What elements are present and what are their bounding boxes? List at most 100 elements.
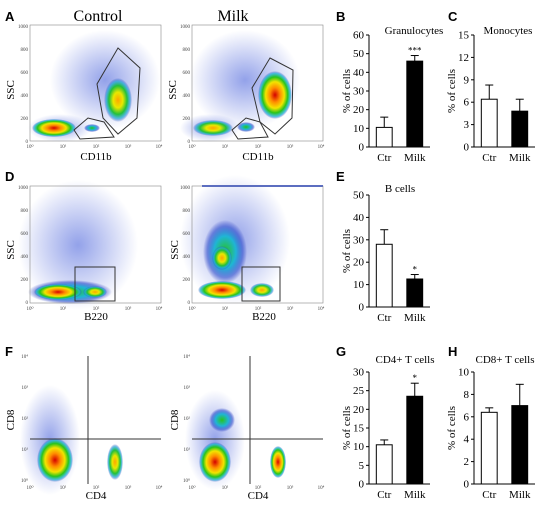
y-tick: 0 [26,301,29,306]
y-axis-label: SSC [5,80,17,100]
b-cell-gate [241,266,281,302]
y-axis-label: SSC [169,240,181,260]
x-tick-label: Ctr [482,489,496,501]
flow-plot-f-control: CD4 CD8 10⁰ 10¹ 10² 10³ 10⁴ 10⁴ 10³ 10² … [5,354,163,502]
bar-chart-cd4-t-cells: CD4+ T cells % of cells 0 5 10 15 20 25 30 Ctr * Mi… [341,354,434,501]
x-tick: 10¹ [222,306,229,312]
event-density [20,385,123,495]
y-axis-label: % of cells [341,229,353,273]
bar-milk [511,405,529,485]
y-axis-label: SSC [5,240,17,260]
y-axis-label: % of cells [446,406,458,450]
y-tick: 0 [188,301,191,306]
event-density [28,30,160,142]
y-tick: 10⁴ [183,354,190,360]
y-tick: 0 [188,140,191,145]
x-axis-label: CD4 [248,490,269,502]
y-axis-label: CD8 [5,409,17,430]
x-tick: 10⁰ [188,306,195,312]
y-tick-label: 20 [353,404,365,416]
bar-ctr [375,444,393,485]
x-tick: 10² [255,485,262,491]
event-density [185,390,286,490]
x-tick: 10² [93,485,100,491]
x-tick: 10⁰ [188,144,195,150]
y-tick-label: 50 [353,48,365,60]
x-tick: 10¹ [60,144,67,150]
y-tick: 800 [21,209,29,214]
x-tick: 10³ [287,485,294,491]
y-tick-label: 9 [464,74,470,86]
x-tick: 10³ [125,306,132,312]
y-tick: 10⁰ [21,478,28,484]
y-axis-label: % of cells [446,69,458,113]
x-tick: 10¹ [60,485,67,491]
x-tick: 10¹ [60,306,67,312]
y-axis-label: SSC [167,80,179,100]
y-tick-label: 20 [353,257,365,269]
x-tick: 10⁴ [318,144,325,150]
y-tick: 600 [21,232,29,237]
y-tick: 200 [21,117,29,122]
bar-ctr [480,411,498,485]
granulocyte-gate [251,57,294,135]
x-tick-label: Milk [509,152,531,164]
y-tick-label: 3 [464,119,470,131]
y-tick-label: 40 [353,212,365,224]
y-tick-label: 0 [359,142,365,154]
y-tick-label: 12 [458,52,469,64]
y-tick-label: 8 [464,389,470,401]
y-axis-label: % of cells [341,406,353,450]
y-tick-label: 0 [464,142,470,154]
flow-plot-d-milk: B220 SSC 10⁰ 10¹ 10² 10³ 10⁴ 1000 800 60… [169,175,325,323]
y-tick-label: 40 [353,67,365,79]
x-tick: 10⁴ [318,485,325,491]
bar-chart-granulocytes: Granulocytes % of cells 0 10 20 30 40 50 60 Ctr **… [341,25,443,164]
chart-title: Monocytes [484,25,533,37]
panel-letter-g: G [336,344,346,359]
x-tick-label: Milk [404,312,426,324]
y-tick-label: 25 [353,385,365,397]
y-tick: 600 [183,71,191,76]
y-tick-label: 15 [458,30,470,42]
y-tick: 1000 [180,25,191,30]
x-axis-label: B220 [84,311,108,323]
y-tick: 200 [183,117,191,122]
y-tick-label: 0 [359,479,365,491]
x-tick: 10¹ [222,485,229,491]
x-tick: 10⁴ [156,306,163,312]
x-tick-label: Ctr [482,152,496,164]
x-tick: 10³ [125,485,132,491]
x-tick: 10⁰ [188,485,195,491]
x-tick: 10² [93,144,100,150]
y-tick: 800 [183,48,191,53]
bar-chart-b-cells: B cells % of cells 0 10 20 30 40 50 Ctr * Milk [341,183,430,324]
y-tick-label: 30 [353,234,365,246]
flow-plot-a-milk: CD11b SSC 10⁰ 10¹ 10² 10³ 10⁴ 1000 800 6… [167,24,325,163]
chart-title: Granulocytes [385,25,444,37]
y-tick: 10³ [22,385,29,391]
y-tick: 10² [184,416,191,422]
column-title-milk: Milk [217,8,248,25]
y-tick: 400 [183,94,191,99]
flow-plot-d-control: B220 SSC 10⁰ 10¹ 10² 10³ 10⁴ 1000 800 60… [5,180,163,323]
y-tick-label: 6 [464,411,470,423]
x-tick-label: Milk [404,489,426,501]
significance-marker: * [413,373,418,383]
x-tick: 10³ [287,306,294,312]
bar-milk [511,110,529,148]
x-tick-label: Ctr [377,152,391,164]
panel-letter-b: B [336,9,345,24]
panel-letter-e: E [336,169,345,184]
y-tick: 200 [21,278,29,283]
x-tick-label: Milk [509,489,531,501]
x-tick-label: Ctr [377,489,391,501]
x-tick: 10² [255,306,262,312]
x-tick: 10³ [125,144,132,150]
bar-chart-cd8-t-cells: CD8+ T cells % of cells 0 2 4 6 8 10 Ctr Milk [446,354,535,501]
y-tick: 1000 [180,186,191,191]
y-tick: 10¹ [22,447,29,453]
x-tick: 10³ [287,144,294,150]
y-tick: 10² [22,416,29,422]
